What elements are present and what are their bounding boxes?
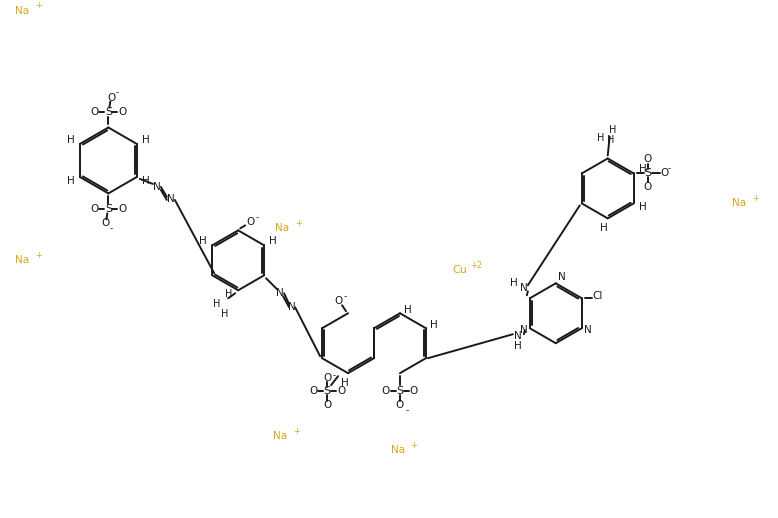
Text: S: S bbox=[105, 107, 112, 117]
Text: H: H bbox=[212, 299, 220, 309]
Text: O: O bbox=[246, 218, 254, 227]
Text: O: O bbox=[661, 168, 669, 178]
Text: +: + bbox=[35, 251, 42, 260]
Text: +: + bbox=[295, 219, 302, 228]
Text: O: O bbox=[309, 386, 317, 396]
Text: O: O bbox=[323, 400, 331, 410]
Text: Na: Na bbox=[273, 431, 287, 441]
Text: -: - bbox=[343, 292, 347, 301]
Text: +: + bbox=[752, 194, 759, 203]
Text: O: O bbox=[334, 296, 342, 306]
Text: H: H bbox=[514, 341, 522, 351]
Text: H: H bbox=[430, 320, 438, 330]
Text: Na: Na bbox=[275, 223, 289, 234]
Text: Na: Na bbox=[733, 198, 747, 208]
Text: Na: Na bbox=[391, 445, 405, 455]
Text: H: H bbox=[269, 236, 277, 247]
Text: N: N bbox=[514, 331, 522, 341]
Text: H: H bbox=[639, 203, 647, 212]
Text: N: N bbox=[558, 272, 566, 282]
Text: O: O bbox=[323, 373, 331, 383]
Text: -: - bbox=[255, 213, 259, 222]
Text: H: H bbox=[220, 309, 228, 319]
Text: -: - bbox=[332, 371, 335, 380]
Text: +: + bbox=[293, 427, 300, 436]
Text: S: S bbox=[396, 386, 404, 396]
Text: +: + bbox=[35, 1, 42, 10]
Text: O: O bbox=[382, 386, 390, 396]
Text: -: - bbox=[668, 164, 671, 173]
Text: H: H bbox=[142, 135, 149, 145]
Text: Cl: Cl bbox=[593, 291, 603, 301]
Text: H: H bbox=[67, 176, 75, 186]
Text: N: N bbox=[288, 303, 296, 312]
Text: +2: +2 bbox=[470, 261, 482, 270]
Text: H: H bbox=[607, 136, 615, 146]
Text: N: N bbox=[520, 283, 527, 293]
Text: H: H bbox=[67, 135, 75, 145]
Text: Na: Na bbox=[16, 255, 30, 265]
Text: H: H bbox=[510, 278, 517, 289]
Text: S: S bbox=[105, 205, 112, 214]
Text: -: - bbox=[116, 88, 119, 97]
Text: O: O bbox=[107, 93, 115, 103]
Text: H: H bbox=[225, 289, 232, 299]
Text: H: H bbox=[142, 176, 149, 186]
Text: O: O bbox=[396, 400, 404, 410]
Text: N: N bbox=[276, 289, 284, 298]
Text: N: N bbox=[520, 325, 527, 335]
Text: Na: Na bbox=[16, 6, 30, 16]
Text: H: H bbox=[199, 236, 207, 247]
Text: +: + bbox=[411, 441, 418, 450]
Text: O: O bbox=[118, 107, 127, 117]
Text: O: O bbox=[643, 182, 652, 192]
Text: O: O bbox=[643, 154, 652, 164]
Text: O: O bbox=[410, 386, 418, 396]
Text: S: S bbox=[324, 386, 331, 396]
Text: -: - bbox=[405, 406, 408, 414]
Text: N: N bbox=[167, 194, 175, 204]
Text: H: H bbox=[600, 223, 608, 234]
Text: S: S bbox=[644, 168, 651, 178]
Text: O: O bbox=[90, 107, 99, 117]
Text: H: H bbox=[639, 164, 647, 175]
Text: H: H bbox=[342, 378, 349, 388]
Text: N: N bbox=[584, 325, 591, 335]
Text: N: N bbox=[153, 182, 161, 192]
Text: H: H bbox=[597, 134, 605, 143]
Text: O: O bbox=[337, 386, 345, 396]
Text: Cu: Cu bbox=[453, 265, 468, 275]
Text: O: O bbox=[101, 219, 110, 228]
Text: O: O bbox=[118, 205, 127, 214]
Text: -: - bbox=[110, 224, 113, 233]
Text: H: H bbox=[609, 125, 616, 136]
Text: H: H bbox=[404, 305, 412, 315]
Text: O: O bbox=[90, 205, 99, 214]
